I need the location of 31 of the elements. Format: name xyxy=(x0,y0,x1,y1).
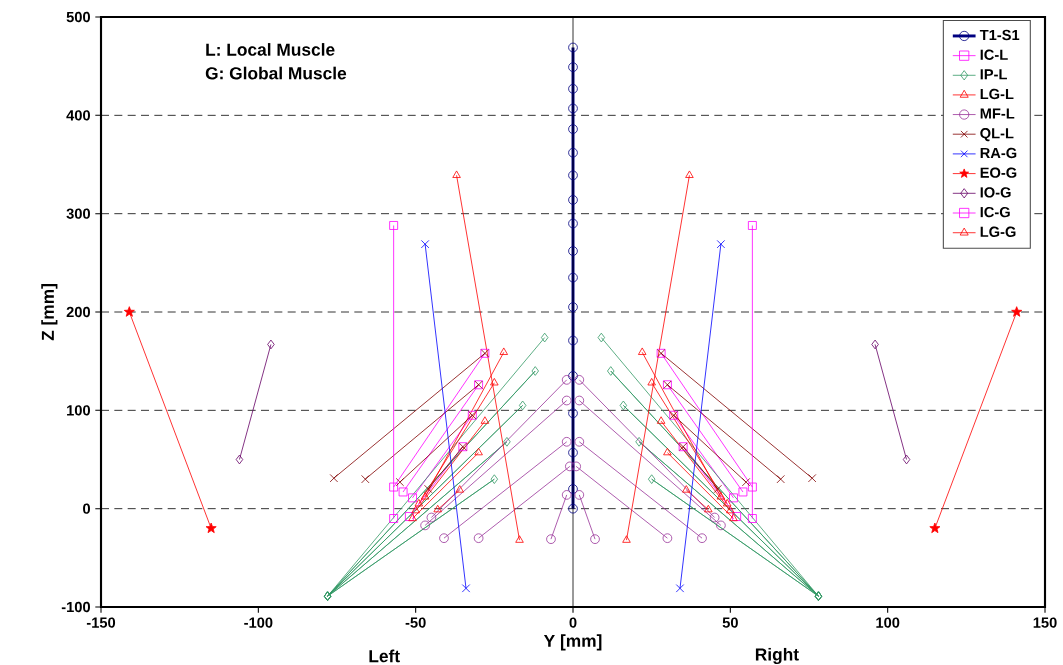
legend-label: MF-L xyxy=(980,108,1015,119)
text: Right xyxy=(755,647,799,665)
y-tick-label: 100 xyxy=(67,405,90,416)
x-tick-label: 150 xyxy=(1033,617,1057,628)
legend-label: IC-L xyxy=(980,49,1008,60)
y-tick-label: 400 xyxy=(66,110,90,121)
x-tick-label: -100 xyxy=(244,617,273,628)
annotation: L: Local Muscle xyxy=(206,43,335,56)
legend-label: IC-G xyxy=(980,206,1010,218)
legend-label: LG-G xyxy=(980,226,1016,237)
y-tick-label: 0 xyxy=(83,503,90,514)
x-tick-label: 50 xyxy=(722,617,738,628)
y-tick-label: 500 xyxy=(66,11,90,23)
x-tick-label: 100 xyxy=(876,617,900,628)
y-tick-label: -100 xyxy=(61,601,90,613)
x-tick-label: 0 xyxy=(569,617,577,628)
x-tick-label: -150 xyxy=(86,617,116,628)
legend-label: T1-S1 xyxy=(979,29,1020,41)
legend-label: IO-G xyxy=(980,187,1011,198)
y-tick-label: 300 xyxy=(66,208,90,219)
x-axis-title: Y [mm] xyxy=(543,634,602,651)
legend-label: LG-L xyxy=(980,88,1014,100)
y-axis-title: Z [mm] xyxy=(41,284,58,341)
x-tick-label: -50 xyxy=(405,617,426,628)
annotation: G: Global Muscle xyxy=(205,66,347,80)
y-tick-label: 200 xyxy=(66,306,90,318)
legend-label: RA-G xyxy=(980,147,1017,159)
legend-label: EO-G xyxy=(980,167,1017,178)
legend-label: IP-L xyxy=(980,69,1007,80)
legend-label: QL-L xyxy=(980,128,1014,142)
text: Left xyxy=(369,649,400,663)
